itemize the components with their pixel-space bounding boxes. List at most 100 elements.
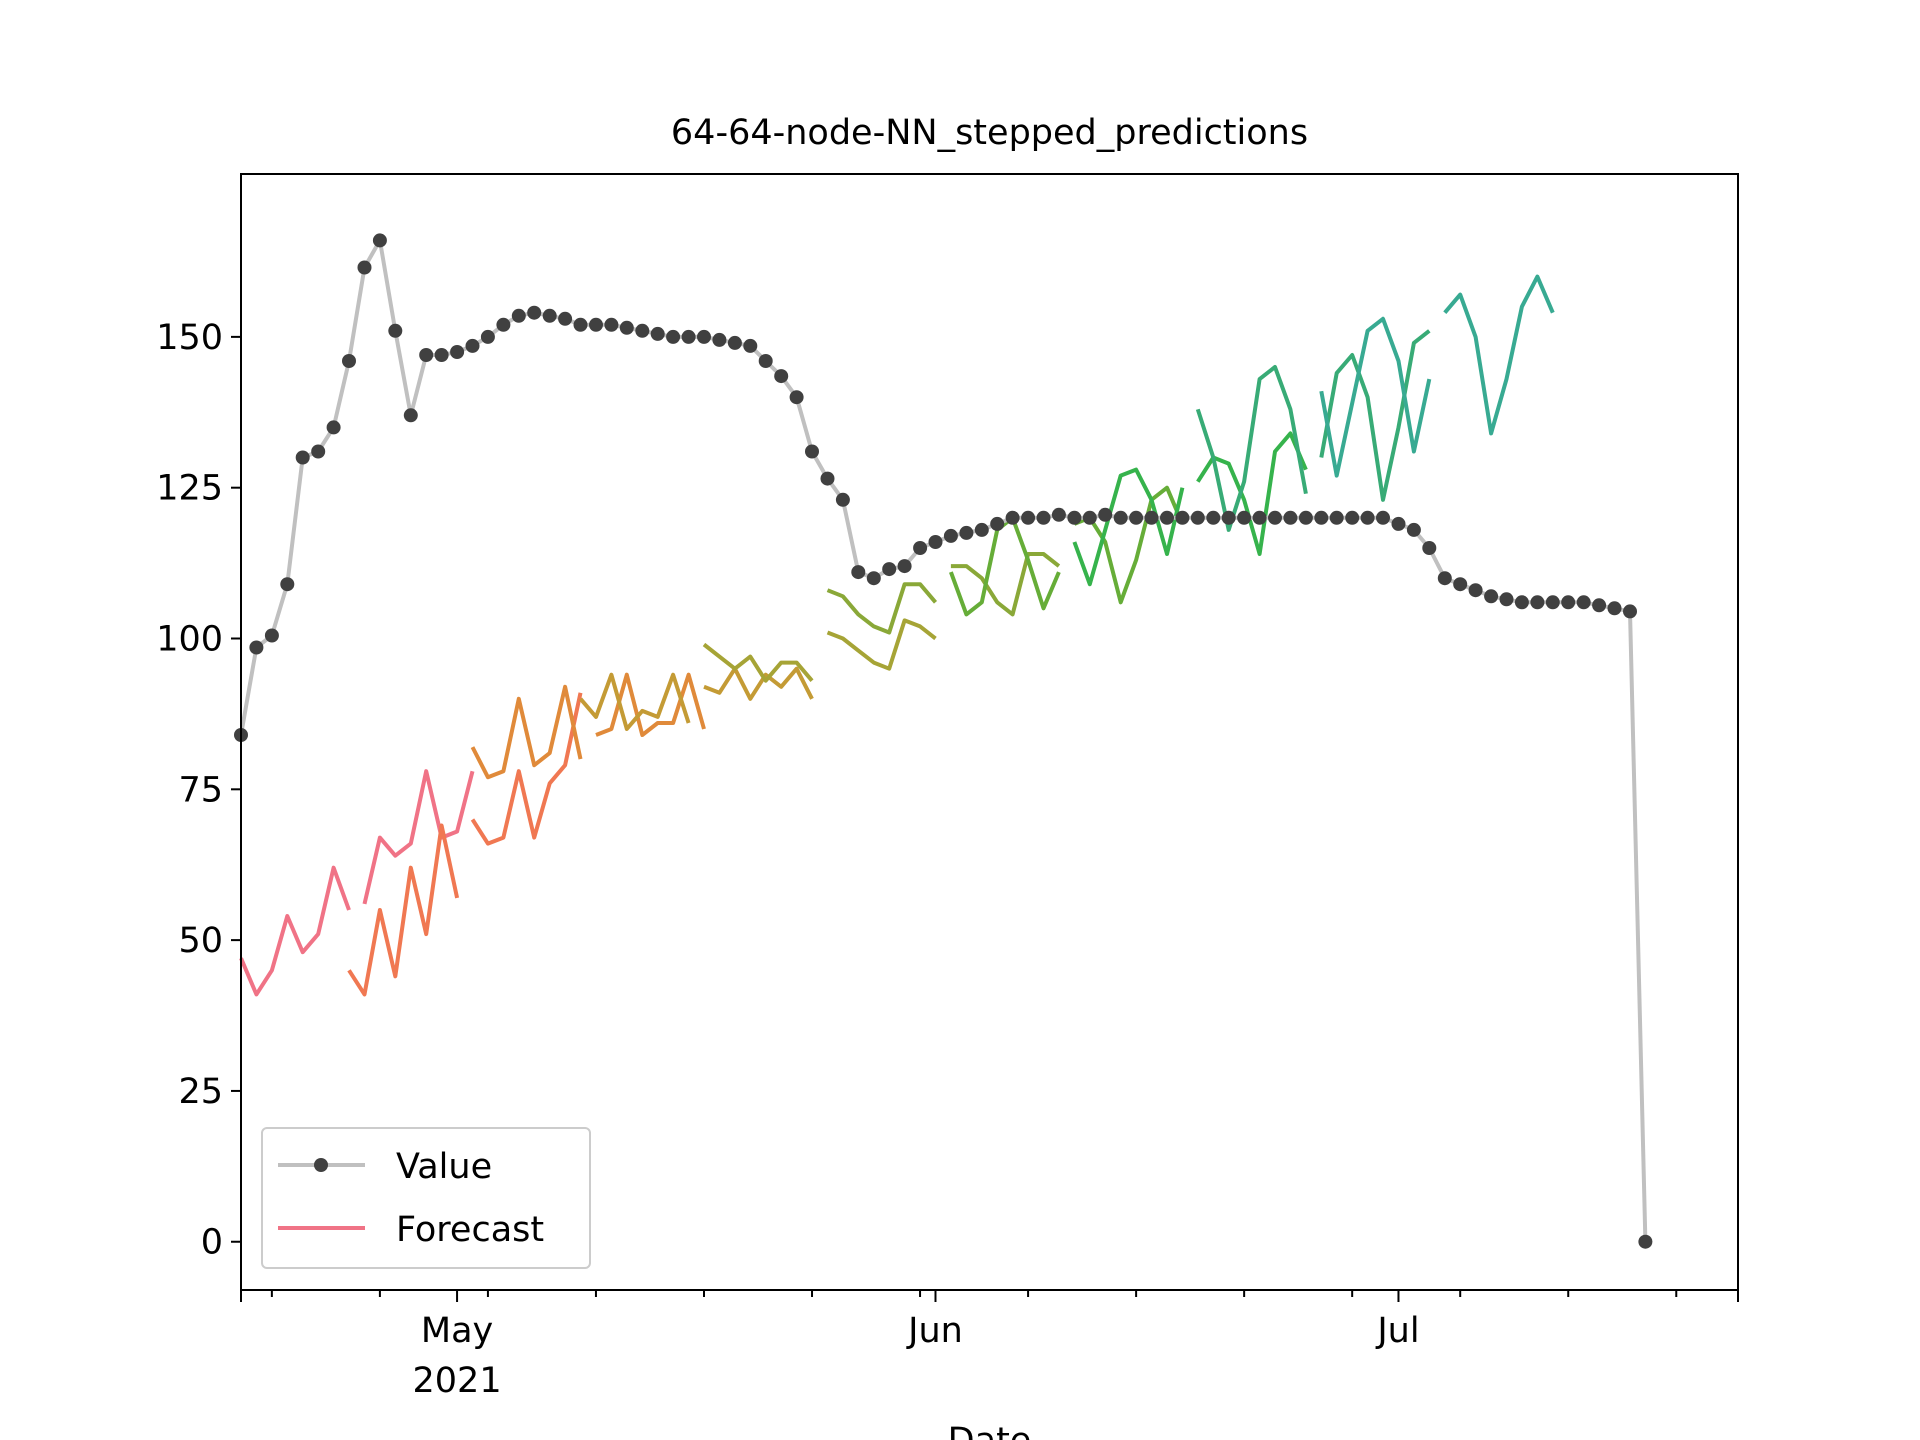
value-point: [1406, 522, 1421, 537]
legend: Value Forecast: [261, 1127, 591, 1269]
value-point: [480, 329, 495, 344]
value-point: [1144, 510, 1159, 525]
forecast-segment: [578, 672, 691, 731]
forecast-segment: [826, 582, 938, 635]
value-point: [974, 522, 989, 537]
y-tick-label: 75: [178, 770, 223, 810]
value-point: [681, 329, 696, 344]
value-point: [1129, 510, 1144, 525]
legend-value-label: Value: [396, 1147, 492, 1187]
value-point: [1237, 510, 1252, 525]
value-point: [805, 444, 819, 459]
value-point: [712, 332, 727, 347]
value-point: [1160, 510, 1174, 525]
forecast-segment: [1072, 467, 1185, 587]
value-point: [619, 320, 634, 335]
y-tick-label: 150: [156, 318, 223, 358]
value-point: [295, 450, 310, 465]
x-axis: May 2021 Jun Jul: [240, 1290, 1739, 1401]
value-point: [511, 308, 526, 323]
value-point: [280, 577, 295, 592]
forecast-segment: [703, 666, 814, 701]
y-axis: 0 25 50 75 100 125 150: [156, 318, 241, 1263]
value-point: [943, 528, 958, 543]
x-tick-label: Jun: [906, 1311, 963, 1351]
value-point: [1561, 595, 1576, 610]
value-point: [727, 335, 742, 350]
value-point: [326, 420, 341, 435]
value-point: [450, 345, 465, 359]
value-point: [1576, 595, 1591, 610]
value-point: [1422, 541, 1437, 555]
value-point: [264, 628, 279, 643]
value-point: [1036, 510, 1051, 525]
plot-frame: [240, 173, 1739, 1291]
value-point: [789, 390, 804, 405]
value-point: [1082, 510, 1097, 525]
value-point: [558, 311, 573, 326]
value-point: [774, 369, 789, 384]
value-point: [1268, 510, 1282, 525]
value-point: [1005, 510, 1020, 525]
value-point: [1283, 510, 1298, 525]
x-tick-label: Jul: [1375, 1311, 1419, 1351]
value-point: [1499, 592, 1514, 607]
value-point: [928, 535, 943, 549]
value-point: [604, 317, 619, 332]
forecast-segment: [347, 823, 460, 997]
value-point: [1021, 510, 1036, 525]
value-point: [527, 305, 542, 320]
value-point: [419, 348, 434, 362]
value-point: [1360, 510, 1375, 525]
legend-forecast-label: Forecast: [396, 1210, 544, 1250]
forecast-segment: [702, 642, 814, 683]
forecast-segment: [470, 684, 583, 780]
value-point: [1067, 510, 1082, 525]
value-point: [1453, 577, 1468, 592]
value-point: [1329, 510, 1344, 525]
x-tick-label: May: [421, 1311, 493, 1351]
forecast-segment: [1319, 329, 1431, 502]
value-line: [239, 238, 1648, 1242]
value-point: [1592, 598, 1607, 613]
value-point: [1514, 595, 1529, 610]
forecast-lines: [239, 274, 1555, 997]
x-axis-label: Date: [948, 1421, 1032, 1440]
value-point: [1175, 510, 1190, 525]
value-point: [1051, 507, 1066, 522]
value-series: [234, 233, 1653, 1249]
value-point: [1113, 510, 1128, 525]
value-point: [666, 329, 681, 344]
value-point: [1298, 510, 1313, 525]
value-point: [758, 354, 773, 368]
value-point: [835, 492, 850, 507]
value-point: [913, 541, 928, 555]
forecast-segment: [239, 865, 351, 997]
value-point: [866, 571, 881, 586]
value-point: [249, 640, 264, 655]
value-point: [1190, 510, 1205, 525]
value-point: [388, 323, 403, 338]
value-point: [897, 559, 912, 574]
forecast-segment: [826, 618, 937, 671]
value-point: [1468, 583, 1483, 598]
value-point: [542, 308, 557, 323]
forecast-segment: [950, 552, 1061, 617]
value-point: [1545, 595, 1560, 610]
value-point: [372, 233, 387, 248]
value-point: [496, 317, 511, 332]
value-point: [1484, 589, 1499, 604]
value-point: [1345, 510, 1360, 525]
forecast-segment: [362, 769, 475, 905]
forecast-segment: [949, 515, 1061, 617]
value-point: [465, 338, 480, 353]
value-point: [820, 471, 835, 486]
y-tick-label: 100: [156, 619, 223, 659]
value-point: [573, 317, 588, 332]
value-point: [650, 326, 665, 341]
value-point: [1437, 571, 1452, 586]
value-point: [1314, 510, 1329, 525]
value-point: [342, 354, 356, 368]
y-tick-label: 0: [201, 1223, 223, 1263]
value-point: [403, 408, 418, 423]
